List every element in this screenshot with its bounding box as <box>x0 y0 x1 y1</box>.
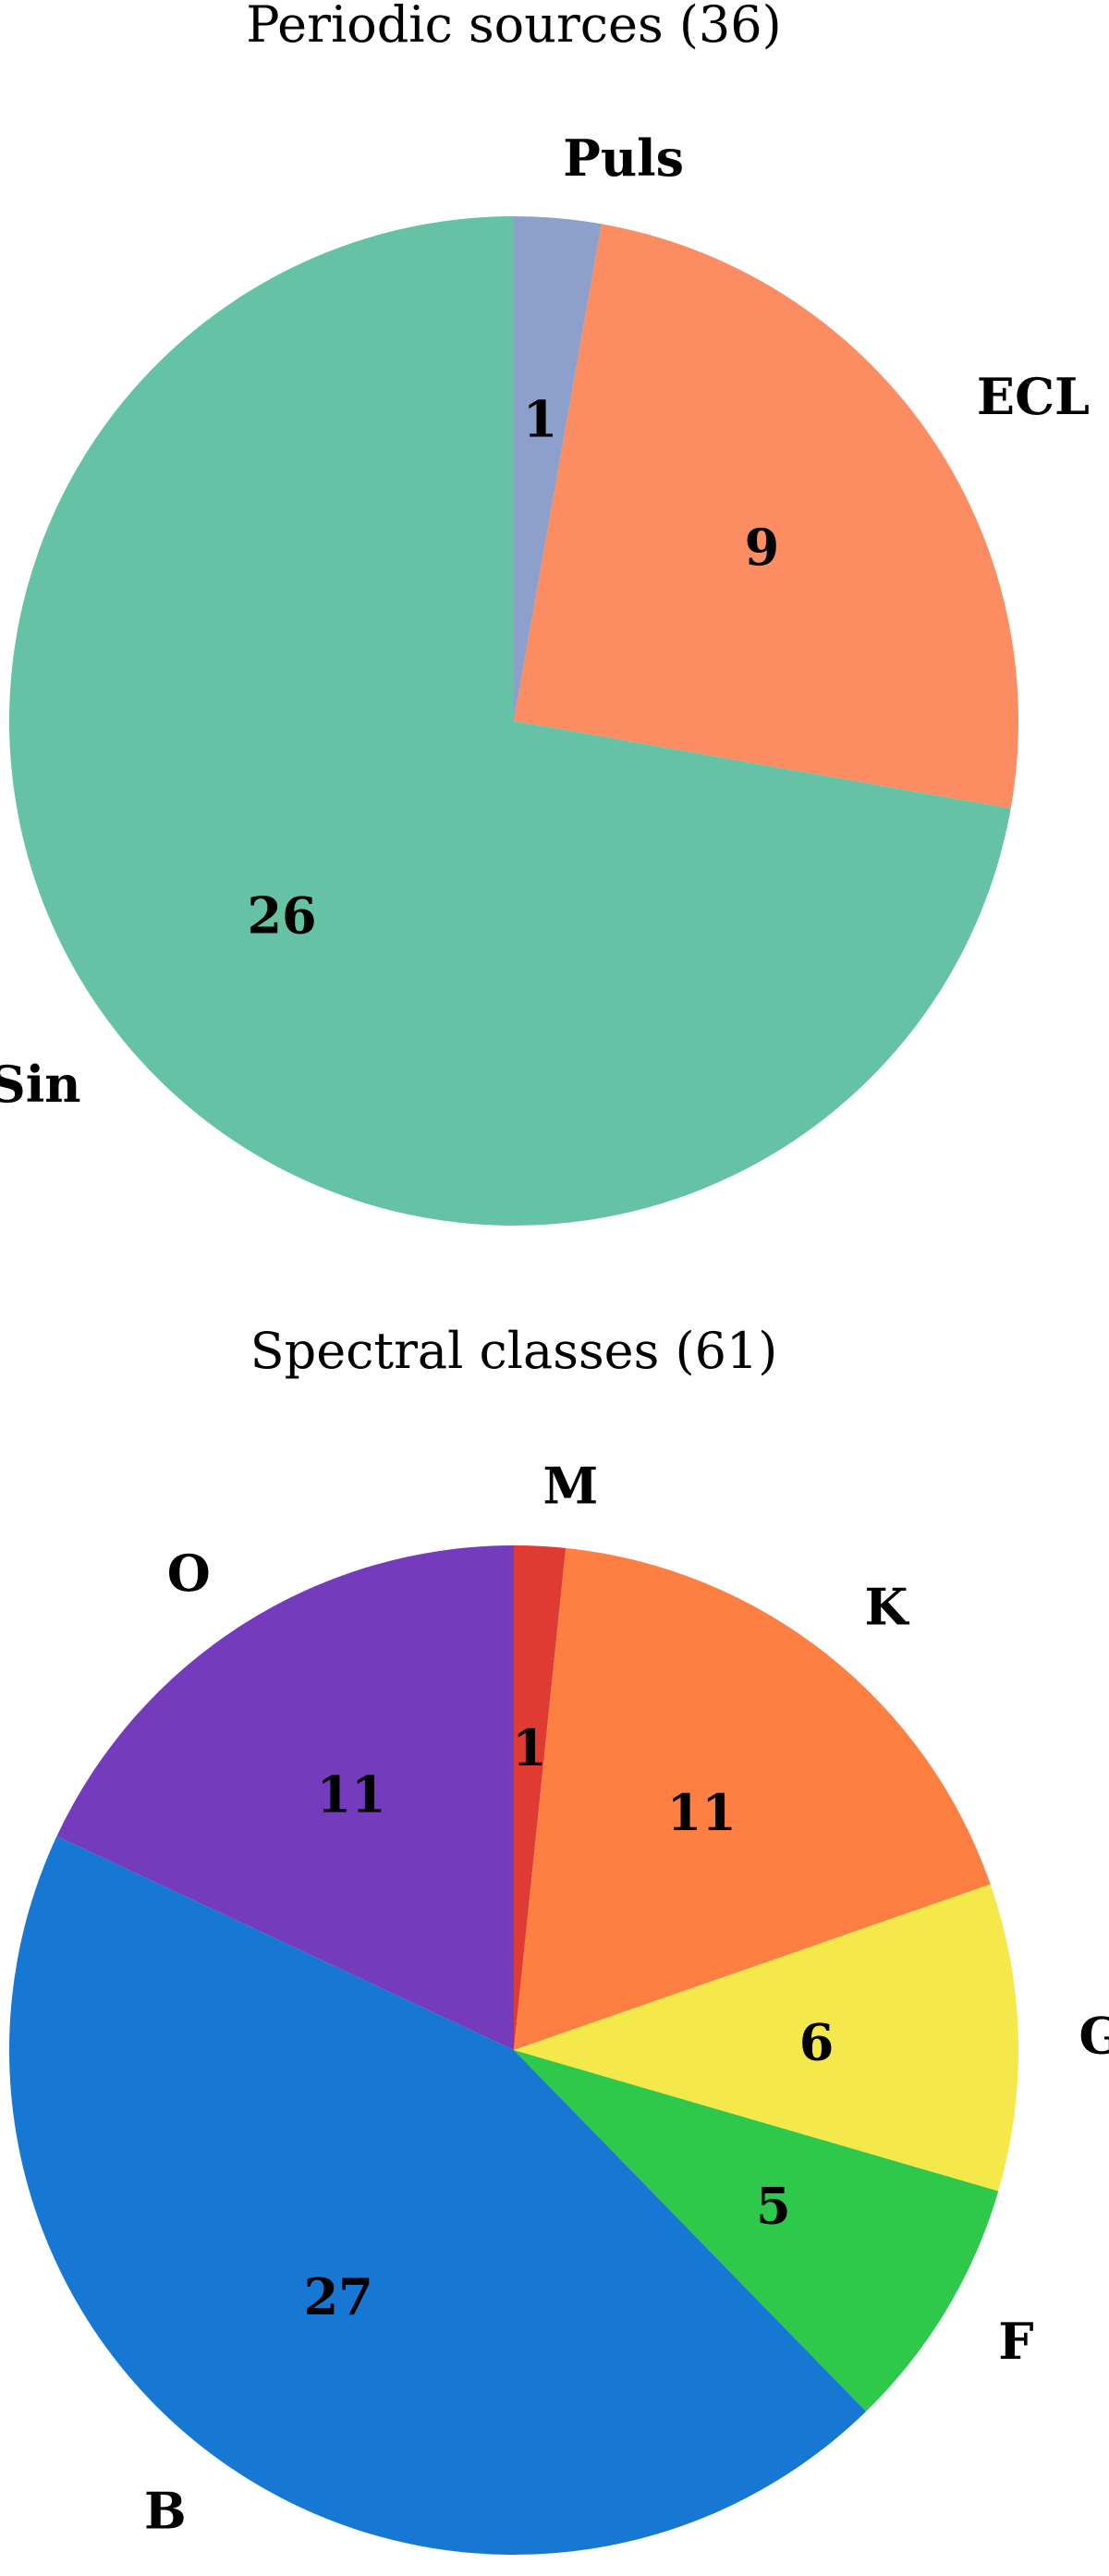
slice-label-o: O <box>167 1544 211 1603</box>
pie-slice-sin <box>9 216 1011 1226</box>
slice-value-g: 6 <box>799 2013 835 2072</box>
slice-label-f: F <box>998 2312 1033 2371</box>
pie-slice-f <box>514 2050 999 2412</box>
pie-slice-g <box>514 1884 1019 2191</box>
slice-label-sin: Sin <box>0 1055 81 1114</box>
slice-value-o: 11 <box>317 1765 386 1825</box>
chart-title: Periodic sources (36) <box>246 0 781 54</box>
pie-slice-b <box>8 1836 867 2556</box>
slice-value-b: 27 <box>304 2267 373 2326</box>
pie-labels: Puls 1 ECL 9 Sin 26 <box>0 128 1090 1114</box>
periodic-sources-pie-chart: Periodic sources (36) Puls 1 ECL 9 Sin 26 <box>0 0 1090 1226</box>
pie-slice-o <box>56 1545 514 2050</box>
pie-slice-k <box>514 1547 991 2050</box>
pie-slice-m <box>514 1545 567 2050</box>
slice-value-puls: 1 <box>523 390 558 449</box>
slice-value-ecl: 9 <box>745 518 780 577</box>
slice-label-g: G <box>1079 2006 1109 2065</box>
pie-slice-ecl <box>514 224 1018 809</box>
slice-value-k: 11 <box>667 1783 737 1842</box>
slice-value-sin: 26 <box>247 886 316 946</box>
pie-slices <box>8 1545 1019 2556</box>
slice-label-b: B <box>144 2481 187 2540</box>
slice-label-ecl: ECL <box>977 367 1090 426</box>
slice-value-m: 1 <box>512 1718 547 1777</box>
slice-label-puls: Puls <box>563 128 684 188</box>
pie-slice-puls <box>514 216 602 721</box>
chart-title: Spectral classes (61) <box>250 1322 778 1380</box>
pie-labels: M 1 K 11 G 6 F 5 B 27 O 11 <box>144 1456 1109 2540</box>
slice-label-m: M <box>542 1456 598 1515</box>
slice-value-f: 5 <box>756 2177 791 2236</box>
pie-slices <box>9 216 1018 1226</box>
slice-label-k: K <box>865 1577 910 1636</box>
spectral-classes-pie-chart: Spectral classes (61) M 1 K 11 G 6 F 5 B 27 O 11 <box>8 1322 1109 2556</box>
